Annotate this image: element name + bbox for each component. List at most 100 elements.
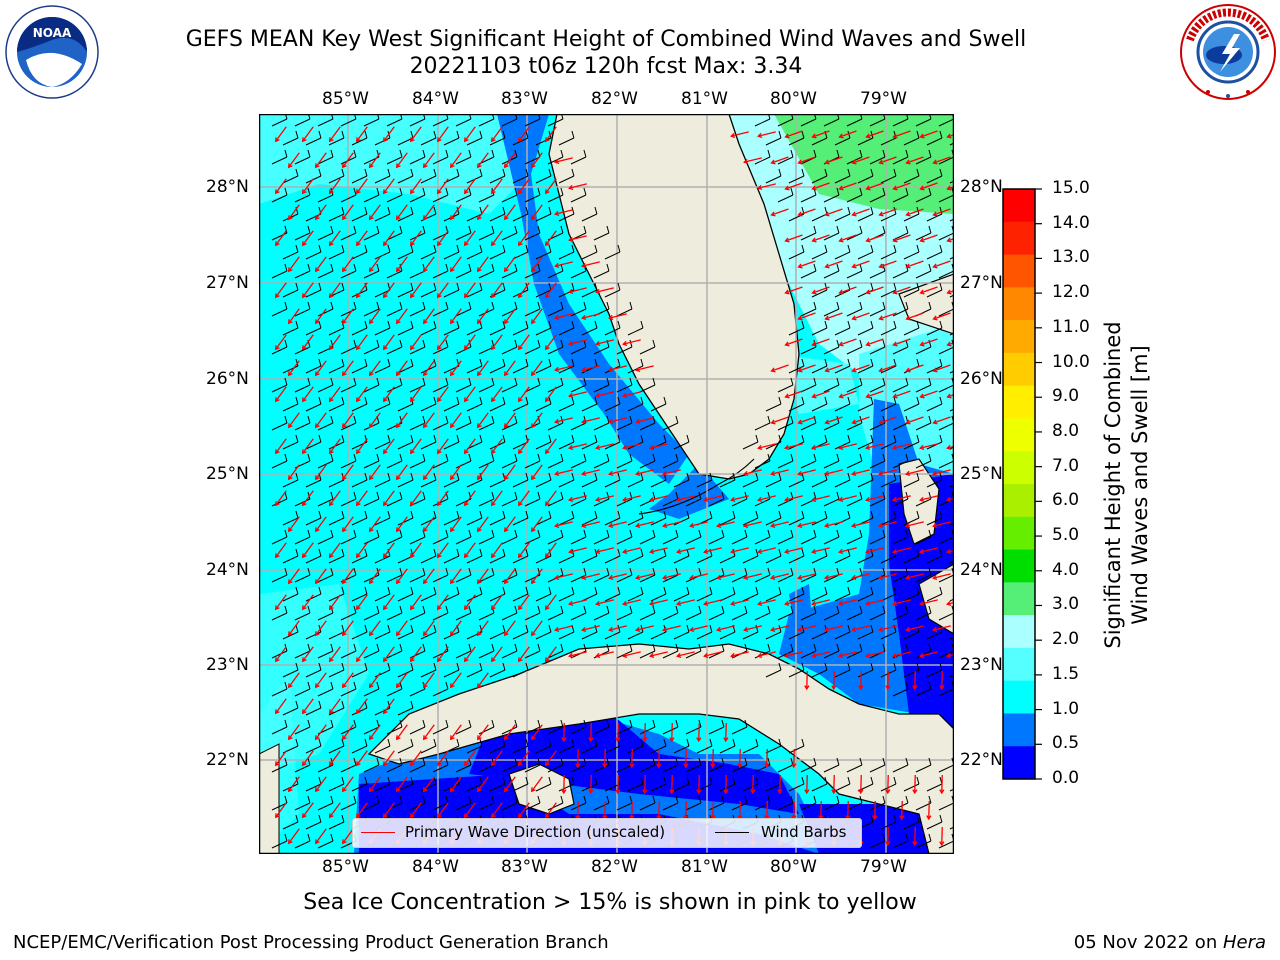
wave-arrow [892,547,911,554]
wave-arrow [274,698,287,715]
wave-arrow [838,651,857,658]
wave-arrow [824,364,843,373]
wind-barb [351,244,368,260]
wave-arrow [341,776,354,793]
wind-barb [351,396,368,412]
wave-arrow [892,443,911,450]
wave-arrow [328,594,341,611]
wave-arrow [554,417,573,424]
wave-arrow [328,490,341,507]
wind-barb [742,510,759,526]
wind-barb [811,510,828,526]
wave-arrow [919,338,938,347]
wave-arrow [517,490,530,507]
wave-arrow [409,646,422,663]
wind-barb [374,510,391,526]
wind-barb [443,320,460,336]
wind-barb [593,491,610,507]
wind-barb [926,586,943,602]
wave-arrow [355,282,368,299]
wind-barb [777,567,794,583]
map-frame [259,114,954,854]
wind-barb [719,510,736,526]
wind-barb [880,814,897,830]
wave-arrow [355,646,368,663]
wave-arrow [274,230,287,247]
wind-barb [317,377,334,393]
wind-barb [742,472,759,488]
wind-barb [558,738,575,754]
wave-arrow [635,625,654,632]
wind-barb [305,396,322,412]
wind-barb [501,263,518,279]
colorbar-tick-label: 9.0 [1052,386,1080,407]
wind-barb [420,586,437,602]
wind-barb [949,180,954,184]
wind-barb [777,187,794,203]
wind-barb [834,662,851,678]
wind-barb [846,225,863,241]
wind-barb [696,472,713,488]
wind-barb [524,605,541,621]
wind-barb [443,282,460,298]
chart-title: GEFS MEAN Key West Significant Height of… [185,27,1027,52]
wind-barb [846,529,863,545]
wave-arrow [530,516,543,533]
wind-barb [386,149,403,165]
wind-barb [662,719,679,735]
wind-barb [501,757,518,773]
wind-barb [409,415,426,431]
wave-arrow [656,748,662,769]
wind-barb [351,662,368,678]
wind-barb [800,757,817,773]
wind-barb [892,605,909,621]
wind-barb [834,624,851,640]
wind-barb [328,206,345,222]
wave-arrow [757,183,776,190]
wind-barb [800,453,817,469]
wind-barb [662,643,679,659]
wind-barb [547,453,564,469]
wind-barb [282,168,299,184]
wind-barb [604,624,621,640]
wave-arrow [368,620,381,637]
wind-barb [271,567,288,583]
wave-arrow [368,464,381,481]
florida-keys [638,458,755,515]
wave-arrow [635,573,654,580]
wave-arrow [851,208,870,217]
wind-barb [547,719,564,735]
wind-barb [294,605,311,621]
wind-barb [558,434,575,450]
wind-barb [478,719,495,735]
wind-barb [271,757,288,773]
wave-arrow [561,774,567,795]
wind-barb [535,244,552,260]
wave-arrow [939,670,945,691]
wind-barb [834,396,851,412]
lon-tick-bottom: 85°W [322,857,369,877]
wind-barb [903,776,920,792]
wind-barb [593,605,610,621]
lon-tick-bottom: 82°W [591,857,638,877]
wave-arrow [784,130,803,139]
wave-arrow [730,599,749,606]
wave-arrow [476,672,489,689]
wave-arrow [581,313,600,320]
wave-arrow [409,282,422,299]
wind-barb [800,225,817,241]
wave-arrow [274,594,287,611]
wind-barb [328,662,345,678]
wave-arrow [436,282,449,299]
wave-arrow [892,234,911,243]
wind-barb [328,168,345,184]
wave-arrow [568,183,587,190]
wave-arrow [824,416,843,425]
wave-arrow [395,568,408,585]
wave-arrow [595,547,614,554]
wave-arrow [314,256,327,273]
wind-barb [869,491,886,507]
wave-arrow [314,464,327,481]
wave-arrow [770,521,789,528]
wind-barb [432,301,449,317]
